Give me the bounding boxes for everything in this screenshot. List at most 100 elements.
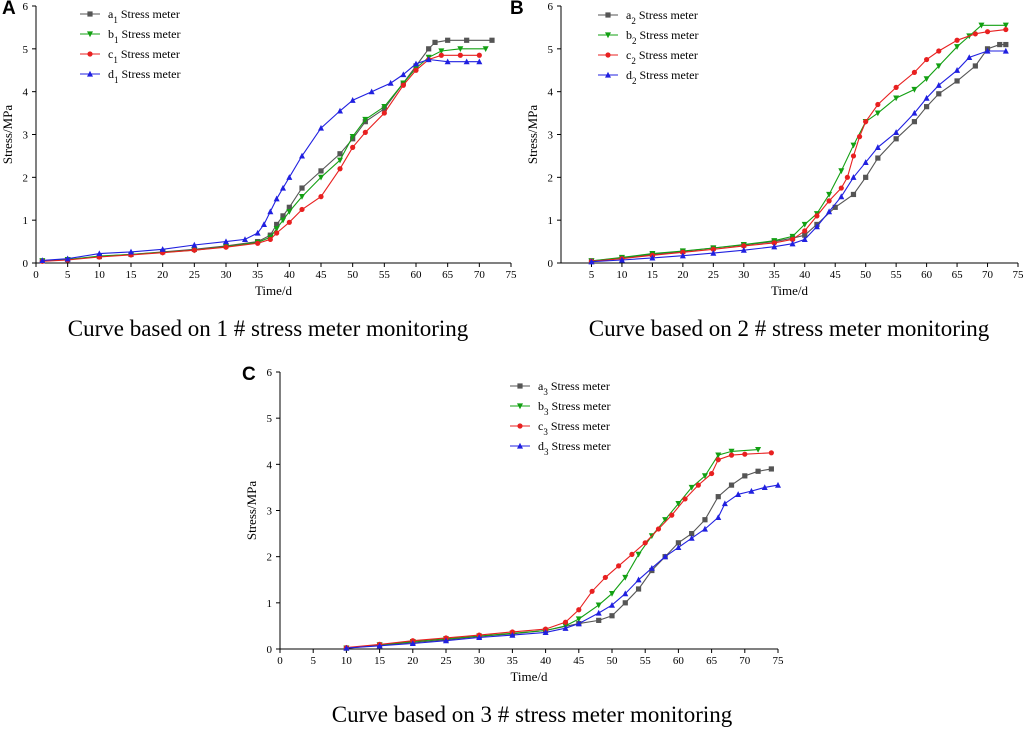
x-tick-label: 55 — [891, 269, 903, 281]
data-point — [741, 243, 747, 249]
legend-label: a1 Stress meter — [108, 7, 180, 25]
data-point — [337, 157, 343, 164]
data-point — [242, 236, 248, 243]
data-point — [96, 250, 103, 257]
x-tick-label: 50 — [347, 269, 359, 281]
data-point — [802, 232, 808, 238]
y-axis-label: Stress/MPa — [244, 481, 259, 540]
plot-area: 5 10 15 20 25 30 35 40 45 50 55 60 65 70 750123456Time… — [525, 1, 1024, 298]
x-tick-label: 45 — [316, 269, 328, 281]
x-tick-label: 0 — [277, 655, 283, 667]
legend-label: a3 Stress meter — [538, 379, 610, 397]
data-point — [689, 530, 695, 537]
data-point — [609, 613, 615, 619]
data-point — [337, 166, 343, 172]
data-point — [662, 517, 669, 523]
data-point — [954, 78, 960, 84]
data-point — [742, 473, 748, 479]
y-tick-label: 6 — [548, 1, 554, 13]
x-tick-label: 5 — [310, 655, 316, 667]
data-point — [710, 246, 716, 252]
y-tick-label: 6 — [23, 1, 29, 13]
data-point — [893, 95, 900, 102]
data-point — [935, 63, 942, 70]
data-point — [789, 236, 796, 243]
data-point — [740, 246, 747, 253]
data-point — [911, 119, 918, 125]
data-point — [675, 540, 681, 546]
data-point — [575, 616, 582, 623]
data-point — [425, 56, 432, 63]
legend-label: c1 Stress meter — [108, 47, 180, 65]
x-tick-label: 20 — [677, 269, 689, 281]
x-tick-label: 70 — [739, 655, 751, 667]
x-axis-label: Time/d — [255, 283, 293, 298]
legend-label: b2 Stress meter — [626, 28, 699, 46]
data-point — [648, 565, 655, 571]
data-point — [789, 240, 796, 247]
x-tick-label: 60 — [411, 269, 423, 281]
data-point — [802, 228, 808, 234]
data-point — [680, 249, 686, 255]
data-point — [509, 629, 515, 635]
data-point — [984, 47, 991, 54]
panel-caption: Curve based on 2 # stress meter monitori… — [589, 316, 990, 341]
data-point — [299, 206, 305, 213]
data-point — [261, 221, 267, 228]
x-tick-label: 0 — [33, 269, 39, 281]
data-point — [400, 82, 406, 88]
data-point — [735, 491, 742, 497]
data-point — [622, 590, 629, 597]
data-point — [911, 69, 918, 75]
data-point — [299, 194, 305, 200]
data-point — [874, 110, 881, 117]
data-point — [801, 236, 808, 243]
panel-caption: Curve based on 1 # stress meter monitori… — [68, 316, 469, 341]
legend-item: c2 Stress meter — [598, 48, 698, 66]
series-d3 — [343, 481, 781, 651]
data-point — [349, 97, 356, 103]
data-point — [813, 223, 820, 230]
data-point — [609, 601, 615, 608]
data-point — [274, 221, 280, 228]
data-point — [413, 60, 419, 67]
data-point — [286, 209, 293, 215]
x-tick-label: 45 — [573, 655, 585, 667]
data-point — [748, 487, 755, 494]
y-tick-label: 0 — [267, 644, 273, 656]
y-tick-label: 5 — [267, 413, 273, 425]
data-point — [801, 221, 808, 228]
legend-label: b1 Stress meter — [108, 27, 181, 45]
data-point — [299, 185, 305, 191]
data-point — [343, 644, 350, 651]
data-point — [1003, 26, 1009, 33]
data-point — [635, 576, 642, 583]
data-point — [595, 609, 602, 616]
data-point — [893, 129, 900, 135]
data-point — [850, 142, 857, 149]
data-point — [850, 153, 857, 159]
legend-item: a3 Stress meter — [510, 379, 610, 397]
x-tick-label: 60 — [673, 655, 685, 667]
data-point — [191, 241, 198, 248]
series-b2 — [588, 22, 1009, 265]
series-line — [42, 54, 480, 262]
data-point — [457, 46, 464, 53]
data-point — [715, 457, 721, 463]
data-point — [911, 109, 918, 116]
legend-marker — [605, 71, 611, 78]
legend-item: b2 Stress meter — [598, 28, 699, 46]
x-tick-label: 25 — [708, 269, 720, 281]
data-point — [838, 185, 844, 191]
y-tick-label: 4 — [23, 87, 29, 99]
data-point — [337, 107, 343, 114]
data-point — [349, 134, 356, 140]
data-point — [368, 88, 375, 95]
data-point — [575, 620, 582, 627]
data-point — [768, 450, 774, 456]
data-point — [662, 553, 669, 560]
data-point — [280, 184, 286, 191]
data-point — [562, 619, 569, 625]
legend-marker — [87, 70, 93, 77]
x-tick-label: 25 — [441, 655, 453, 667]
